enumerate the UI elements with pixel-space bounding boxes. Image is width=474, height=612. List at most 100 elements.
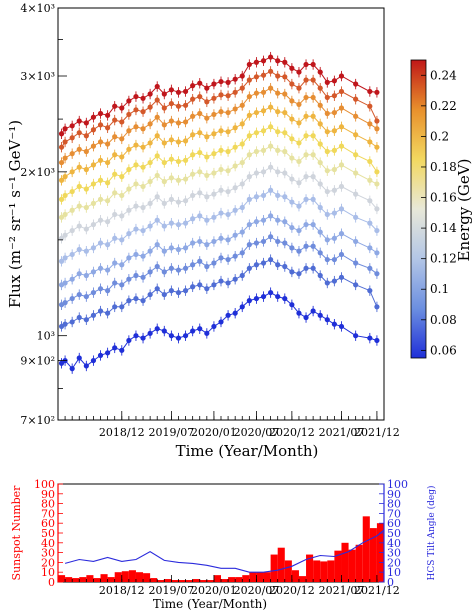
flux-point [374,181,380,187]
flux-x-tick-label: 2019/07 [149,426,195,439]
flux-point [105,112,111,118]
sunspot-bar [348,549,356,582]
flux-point [289,176,295,182]
flux-point [303,94,309,101]
flux-point [374,118,380,124]
flux-x-tick-label: 2018/12 [99,426,145,439]
flux-point [62,300,68,306]
flux-point [303,77,309,83]
flux-point [112,280,118,286]
flux-point [367,88,373,95]
flux-point [260,293,267,300]
flux-point [140,274,146,280]
flux-point [182,333,189,339]
flux-point [310,221,316,228]
flux-point [225,148,231,155]
flux-point [190,113,196,119]
flux-point [140,183,146,190]
flux-point [90,312,97,318]
flux-point [154,83,160,90]
flux-point [317,204,323,211]
flux-point [140,164,146,170]
sunspot-bar [228,577,236,582]
flux-point [133,251,139,258]
flux-y-tick-label: 10³ [37,330,55,343]
flux-point [119,192,125,199]
flux-point [97,139,104,145]
flux-point [133,272,139,279]
flux-point [296,248,302,254]
flux-point [211,170,217,176]
flux-point [232,144,238,150]
sunspot-x-tick-label: 2018/12 [99,584,145,597]
flux-series-5 [58,140,380,223]
flux-point [168,220,174,226]
tilt-y-axis-title: HCS Tilt Angle (deg) [426,486,437,581]
flux-point [296,101,302,108]
flux-point [310,174,316,180]
flux-point [324,168,330,174]
flux-point [218,92,224,98]
flux-point [232,253,238,259]
colorbar-tick-label: 0.18 [430,160,457,174]
flux-point [303,265,309,271]
flux-point [161,248,167,254]
flux-point [232,106,238,112]
sunspot-bar [121,571,129,582]
flux-point [260,72,267,78]
sunspot-bar [334,550,342,582]
flux-point [119,105,125,111]
flux-point [303,174,309,180]
flux-point [161,291,167,298]
flux-series-10 [58,254,380,332]
flux-point [374,206,380,212]
flux-point [204,85,210,91]
flux-point [225,211,231,218]
flux-point [119,119,125,125]
tilt-y-tick-label: 10 [387,566,401,579]
flux-point [175,139,182,145]
flux-point [83,133,89,139]
flux-point [161,200,167,207]
flux-point [69,123,75,129]
flux-point [76,291,82,298]
colorbar-ticks: 0.06 0.08 0.1 0.12 0.14 0.16 0.18 0.2 0.22 0.24 [421,68,457,357]
flux-point [105,159,111,166]
sunspot-bar [213,575,221,582]
flux-point [367,103,373,109]
tilt-y-tick-label: 100 [387,478,408,491]
flux-point [239,204,245,211]
flux-point [154,217,160,223]
flux-point [331,78,337,84]
flux-point [83,166,89,173]
flux-point [260,58,267,64]
flux-point [331,93,337,99]
flux-point [289,245,295,251]
flux-point [154,153,160,159]
flux-point [147,269,153,275]
flux-point [324,317,330,323]
flux-point [76,146,82,152]
flux-point [190,284,196,290]
flux-point [83,248,89,254]
colorbar-tick-label: 0.08 [430,313,457,327]
flux-point [197,93,203,100]
flux-point [338,73,345,79]
sunspot-bar [135,572,144,582]
flux-point [204,242,210,248]
flux-point [168,196,174,202]
flux-point [126,231,132,237]
flux-point [126,166,132,173]
flux-point [182,265,189,271]
flux-point [374,227,380,234]
sunspot-x-axis-title: Time (Year/Month) [153,597,267,611]
flux-point [296,158,302,165]
flux-point [374,304,380,310]
flux-point [175,335,182,341]
flux-point [317,121,323,127]
flux-point [303,152,309,158]
colorbar-gradient [410,59,427,359]
flux-point [282,109,288,116]
flux-point [232,76,238,82]
flux-point [303,113,309,119]
